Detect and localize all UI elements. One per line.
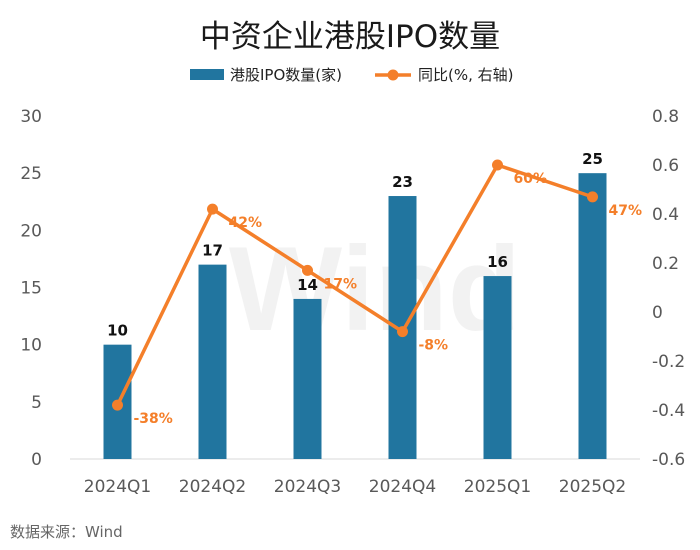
line-point — [397, 326, 408, 338]
left-tick-label: 10 — [20, 336, 42, 356]
line-value-label: 17% — [324, 276, 358, 292]
line-value-label: -8% — [419, 338, 449, 354]
right-tick-label: 0.6 — [652, 156, 679, 176]
bar-value-label: 23 — [392, 173, 413, 191]
line-point — [112, 399, 123, 411]
right-axis: -0.6 -0.4 -0.2 0 0.2 0.4 0.6 0.8 — [652, 107, 685, 470]
bar — [578, 173, 607, 459]
bar-value-label: 14 — [297, 276, 318, 294]
line-value-label: 60% — [514, 171, 548, 187]
source-note: 数据来源：Wind — [10, 523, 123, 541]
line-point — [492, 159, 503, 171]
chart-title: 中资企业港股IPO数量 — [200, 19, 500, 55]
left-tick-label: 30 — [20, 107, 42, 127]
watermark: Wind — [229, 222, 521, 356]
left-tick-label: 0 — [31, 450, 42, 470]
line-value-label: 42% — [229, 215, 263, 231]
line-value-label: 47% — [609, 203, 643, 219]
right-tick-label: -0.6 — [652, 450, 685, 470]
left-axis: 0 5 10 15 20 25 30 — [20, 107, 42, 470]
bar-value-label: 10 — [107, 322, 128, 340]
right-tick-label: -0.2 — [652, 352, 685, 372]
x-tick-label: 2024Q1 — [84, 477, 151, 497]
bar — [483, 276, 512, 459]
x-tick-label: 2024Q4 — [369, 477, 436, 497]
line-value-label: -38% — [134, 411, 173, 427]
legend-line-label: 同比(%, 右轴) — [418, 66, 514, 84]
right-tick-label: 0 — [652, 303, 663, 323]
legend-bar-label: 港股IPO数量(家) — [230, 66, 342, 84]
x-axis: 2024Q1 2024Q2 2024Q3 2024Q4 2025Q1 2025Q2 — [84, 477, 626, 497]
x-tick-label: 2025Q2 — [559, 477, 626, 497]
bar-value-label: 25 — [582, 150, 603, 168]
right-tick-label: 0.8 — [652, 107, 679, 127]
legend-bar-swatch — [190, 69, 224, 80]
left-tick-label: 25 — [20, 164, 42, 184]
bar-value-label: 16 — [487, 253, 508, 271]
x-tick-label: 2025Q1 — [464, 477, 531, 497]
line-point — [302, 264, 313, 276]
right-tick-label: 0.2 — [652, 254, 679, 274]
bar — [293, 298, 322, 459]
series-line — [115, 163, 594, 406]
legend: 港股IPO数量(家) 同比(%, 右轴) — [190, 66, 514, 84]
bar-value-label: 17 — [202, 242, 223, 260]
line-point — [587, 191, 598, 203]
bar — [198, 264, 227, 459]
left-tick-label: 20 — [20, 221, 42, 241]
left-tick-label: 5 — [31, 393, 42, 413]
right-tick-label: 0.4 — [652, 205, 679, 225]
line-point — [207, 203, 218, 215]
right-tick-label: -0.4 — [652, 401, 685, 421]
x-tick-label: 2024Q2 — [179, 477, 246, 497]
left-tick-label: 15 — [20, 279, 42, 299]
x-tick-label: 2024Q3 — [274, 477, 341, 497]
legend-line-marker — [387, 69, 399, 81]
line-series: -38% 42% 17% -8% 60% 47% — [112, 159, 643, 427]
